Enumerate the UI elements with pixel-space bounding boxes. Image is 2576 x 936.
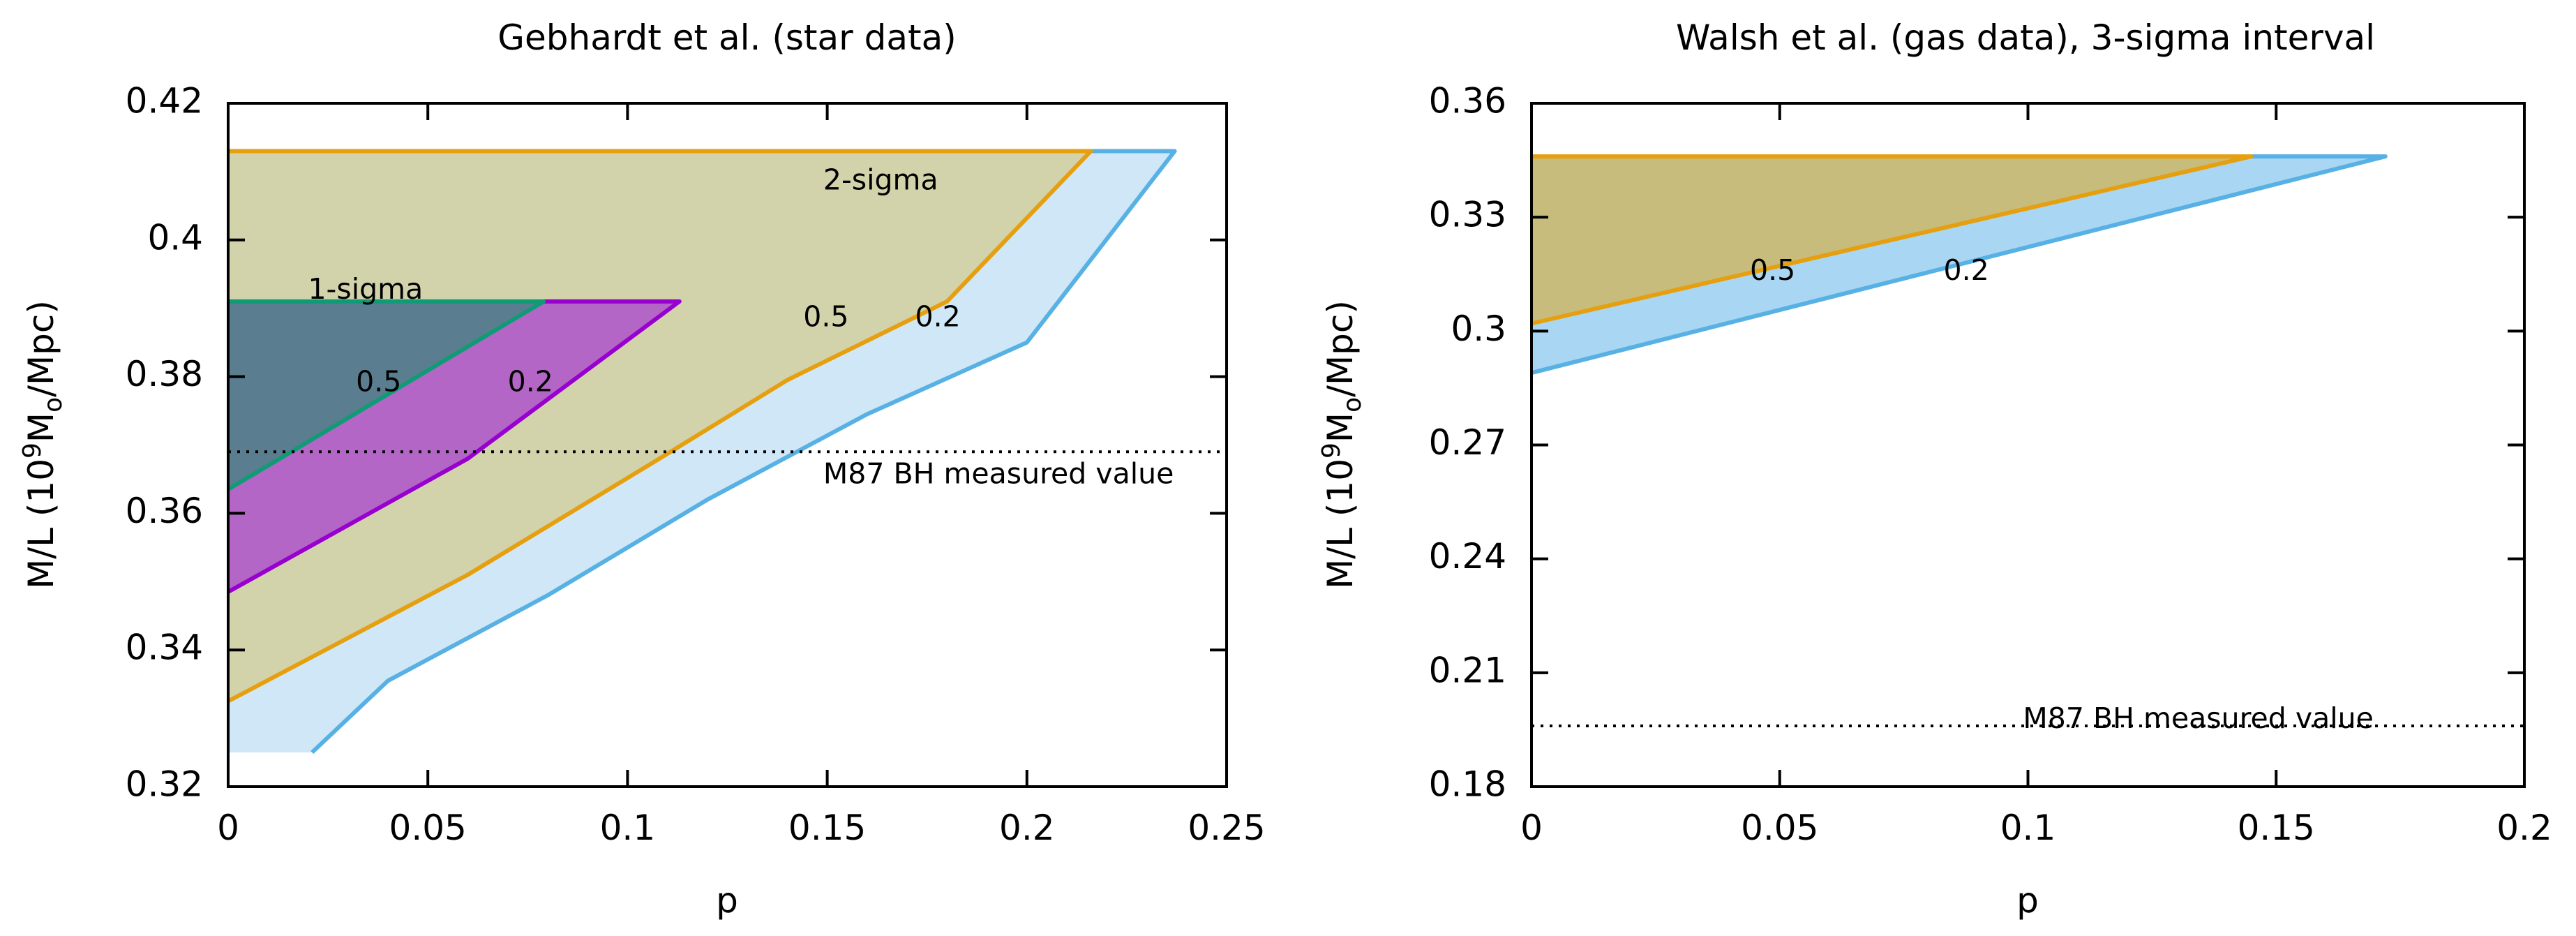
region-fill-1 [228, 151, 1091, 701]
x-tick-label: 0.2 [999, 808, 1055, 848]
y-axis-label-sup: 9 [18, 443, 47, 459]
y-axis-label: M/L (109Mo/Mpc) [1317, 300, 1367, 589]
y-tick-label: 0.4 [147, 217, 203, 258]
x-axis-ticks: 0 0.05 0.1 0.15 0.2 [1520, 103, 2552, 848]
y-tick-label: 0.34 [126, 627, 203, 668]
annotation-layer: 2-sigma 1-sigma 0.5 0.2 0.5 0.2 [308, 163, 960, 399]
region-outline-1 [1531, 154, 2254, 326]
y-tick-label: 0.42 [126, 81, 203, 121]
y-tick-label: 0.24 [1429, 536, 1506, 577]
x-axis-ticks: 0 0.05 0.1 0.15 0.2 0.25 [217, 103, 1266, 848]
x-axis-label: p [716, 880, 738, 921]
annotation-label: 0.2 [508, 364, 553, 398]
annotation-label: 0.5 [803, 299, 848, 333]
region-outline-0 [310, 149, 1177, 755]
x-tick-label: 0.05 [1741, 808, 1818, 848]
region-outline-0 [1531, 154, 2388, 376]
y-tick-label: 0.27 [1429, 422, 1506, 463]
y-tick-label: 0.36 [126, 491, 203, 531]
reference-line-group: M87 BH measured value [228, 450, 1227, 491]
y-axis-ticks: 0.32 0.34 0.36 0.38 0.4 0.42 [126, 81, 1227, 805]
x-tick-label: 0 [1520, 808, 1543, 848]
reference-line-label: M87 BH measured value [823, 457, 1174, 491]
annotation-label: 1-sigma [308, 272, 423, 306]
plot-frame [227, 102, 1228, 788]
y-tick-label: 0.21 [1429, 650, 1506, 690]
y-tick-label: 0.3 [1451, 309, 1506, 349]
y-axis-label-sub: o [39, 397, 68, 413]
y-axis-ticks: 0.18 0.21 0.24 0.27 0.3 0.33 0.36 [1429, 81, 2524, 805]
y-tick-label: 0.18 [1429, 764, 1506, 805]
y-tick-label: 0.36 [1429, 81, 1506, 121]
y-axis-label: M/L (109Mo/Mpc) [18, 300, 68, 589]
annotation-label: 0.2 [1944, 253, 1989, 287]
annotation-label: 0.5 [1750, 253, 1795, 287]
x-tick-label: 0.2 [2496, 808, 2552, 848]
x-tick-label: 0.1 [2000, 808, 2056, 848]
reference-line-group: M87 BH measured value [1532, 701, 2524, 735]
region-layer [1531, 154, 2388, 376]
region-outline-3 [227, 299, 546, 491]
x-tick-label: 0.25 [1188, 808, 1265, 848]
y-axis-label-sup: 9 [1317, 443, 1346, 459]
y-tick-label: 0.33 [1429, 195, 1506, 235]
annotation-layer: 0.5 0.2 [1750, 253, 1989, 287]
x-tick-label: 0.15 [2238, 808, 2315, 848]
x-axis-label: p [2016, 880, 2039, 921]
chart-gebhardt: Gebhardt et al. (star data) M87 BH measu… [18, 17, 1266, 921]
chart-walsh: Walsh et al. (gas data), 3-sigma interva… [1317, 17, 2552, 921]
x-tick-label: 0.1 [600, 808, 656, 848]
annotation-label: 0.2 [915, 299, 961, 333]
reference-line-label: M87 BH measured value [2023, 701, 2373, 735]
region-outline-2 [227, 299, 682, 594]
annotation-label: 0.5 [356, 364, 401, 398]
annotation-label: 2-sigma [823, 163, 938, 197]
chart-title: Gebhardt et al. (star data) [497, 17, 956, 58]
y-tick-label: 0.38 [126, 354, 203, 394]
x-tick-label: 0 [217, 808, 239, 848]
x-tick-label: 0.15 [788, 808, 866, 848]
x-tick-label: 0.05 [389, 808, 467, 848]
chart-title: Walsh et al. (gas data), 3-sigma interva… [1676, 17, 2375, 58]
y-axis-label-sub: o [1338, 397, 1367, 413]
y-tick-label: 0.32 [126, 764, 203, 805]
region-outline-1 [227, 149, 1093, 704]
